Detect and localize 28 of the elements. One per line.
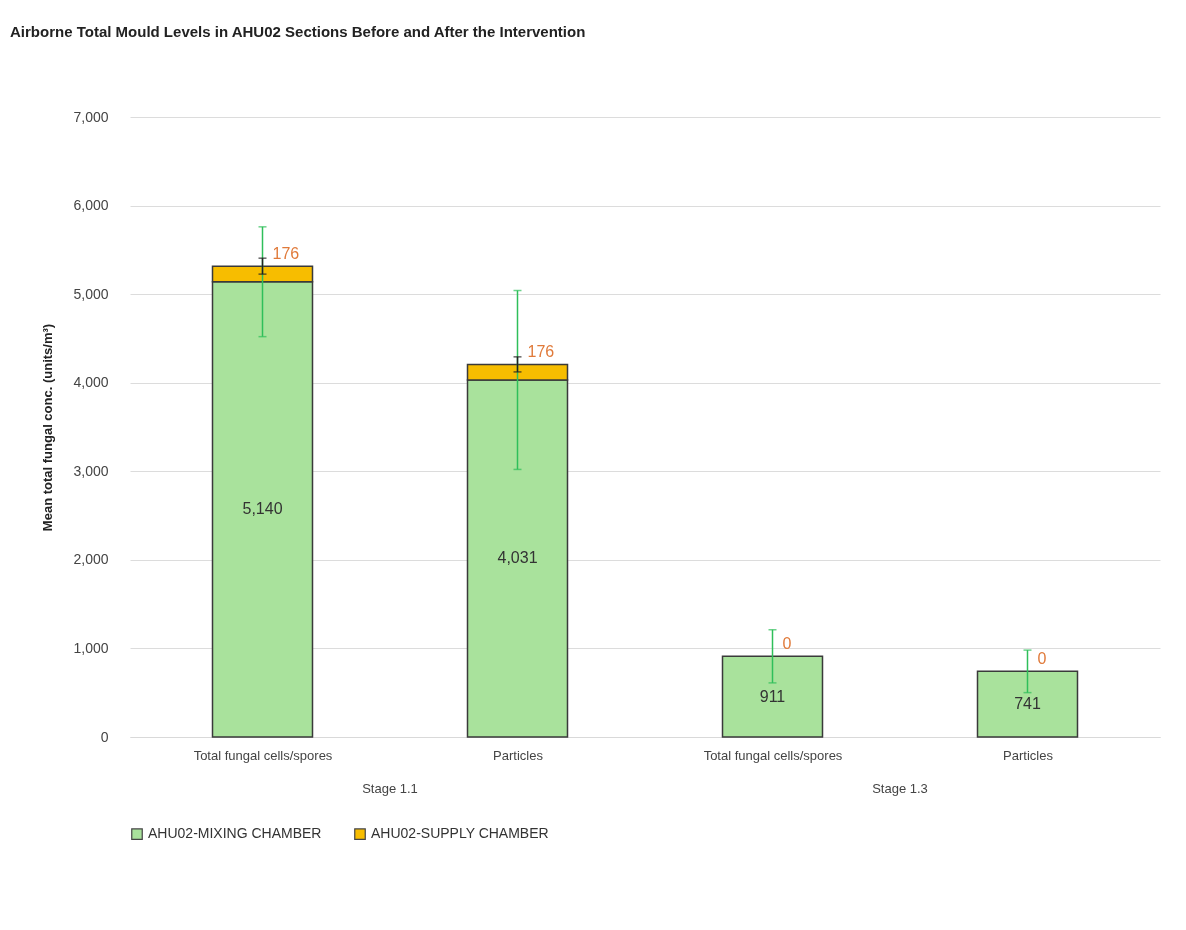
data-label: 5,140 [242, 500, 283, 518]
chart-title: Airborne Total Mould Levels in AHU02 Sections Before and After the Intervention [10, 23, 586, 40]
bar [976, 670, 1079, 738]
y-tick-label: 3,000 [73, 462, 109, 479]
data-label: 0 [782, 635, 792, 653]
text: Stage 1.3 [872, 781, 928, 796]
data-label: 0 [1037, 650, 1047, 668]
x-tick-label: Particles [493, 747, 544, 763]
data-label: 4,031 [497, 549, 538, 567]
y-tick-label: 2,000 [73, 551, 109, 568]
data-label: 911 [759, 687, 786, 705]
data-label: 741 [1014, 695, 1041, 713]
bar [721, 655, 824, 738]
x-tick-label: Particles [1003, 747, 1054, 763]
y-tick-label: 4,000 [73, 374, 109, 391]
legend-label: AHU02-MIXING CHAMBER [148, 825, 322, 842]
x-tick-label: Total fungal cells/spores [703, 747, 843, 763]
data-label: 176 [527, 343, 555, 361]
y-tick-label: 6,000 [73, 197, 109, 214]
y-tick-label: 7,000 [73, 108, 109, 125]
text: Stage 1.1 [362, 781, 418, 796]
y-tick-label: 5,000 [73, 285, 109, 302]
legend-label: AHU02-SUPPLY CHAMBER [371, 825, 549, 842]
x-tick-label: Total fungal cells/spores [193, 747, 333, 763]
y-tick-label: 1,000 [73, 639, 109, 656]
y-axis-title: Mean total fungal conc. (units/m³) [40, 323, 56, 532]
y-tick-label: 0 [100, 728, 109, 745]
data-label: 176 [272, 245, 300, 263]
